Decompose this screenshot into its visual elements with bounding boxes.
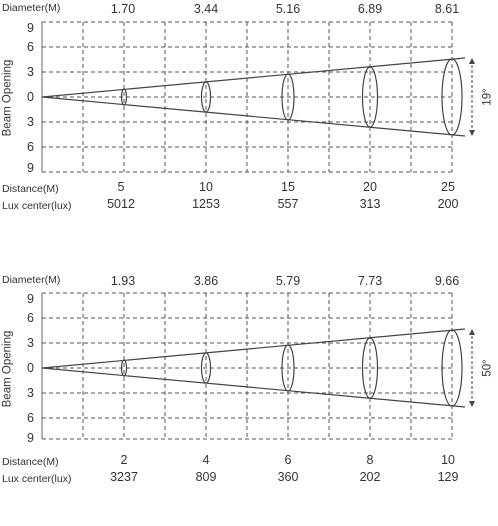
diameter-label: Diameter(M) [2, 274, 61, 286]
beam-cross-section [361, 337, 379, 399]
diameter-value: 3.86 [193, 274, 219, 288]
distance-value: 4 [202, 453, 210, 467]
angle-arrow-up-icon [469, 329, 475, 335]
distance-value: 10 [441, 453, 455, 467]
diameter-label: Diameter(M) [2, 2, 61, 14]
angle-arrow-up-icon [469, 58, 475, 64]
beam-cone-drawing [41, 292, 475, 440]
beam-cross-section [361, 66, 379, 128]
lux-value: 129 [437, 470, 459, 484]
beam-cone-drawing [41, 21, 475, 173]
distance-value: 5 [117, 180, 125, 194]
lux-value: 5012 [107, 197, 135, 211]
beam-cross-section [441, 329, 463, 407]
y-axis-title: Beam Opening [1, 330, 14, 408]
diameter-value: 5.16 [275, 2, 301, 16]
y-tick-label: 6 [27, 311, 34, 325]
y-tick-label: 9 [27, 292, 34, 306]
distance-value: 2 [120, 453, 128, 467]
y-tick-label: 0 [27, 90, 34, 104]
beam-cross-section [281, 73, 295, 121]
lux-value: 202 [359, 470, 381, 484]
distance-value: 20 [363, 180, 377, 194]
lux-center-label: Lux center(lux) [2, 200, 72, 212]
distance-label: Distance(M) [2, 183, 59, 195]
lux-center-label: Lux center(lux) [2, 473, 72, 485]
beam-edge-upper [41, 57, 466, 98]
beam-cross-section [120, 359, 128, 377]
diameter-value: 1.93 [110, 274, 136, 288]
beam-cross-section [200, 81, 212, 113]
beam-cross-section [281, 344, 295, 392]
beam-cross-section [200, 352, 212, 384]
beam-cross-section [120, 88, 128, 106]
diameter-value: 9.66 [434, 274, 460, 288]
distance-label: Distance(M) [2, 456, 59, 468]
lux-value: 313 [359, 197, 381, 211]
distance-value: 6 [284, 453, 292, 467]
lux-value: 557 [277, 197, 299, 211]
angle-arrow-down-icon [469, 401, 475, 407]
beam-angle-label: 50° [481, 359, 494, 377]
distance-value: 8 [366, 453, 374, 467]
beam-angle-label: 19° [481, 88, 494, 106]
diameter-value: 7.73 [357, 274, 383, 288]
y-tick-label: 6 [27, 40, 34, 54]
lux-value: 809 [195, 470, 217, 484]
distance-value: 25 [441, 180, 455, 194]
beam-diagram-panel-2: Diameter(M) 1.93 3.86 5.79 7.73 9.66 9 6… [0, 271, 498, 526]
distance-value: 15 [281, 180, 295, 194]
beam-edge-upper [41, 328, 466, 369]
beam-edge-lower [41, 367, 466, 408]
lux-value: 1253 [192, 197, 220, 211]
y-tick-label: 6 [27, 411, 34, 425]
lux-value: 200 [437, 197, 459, 211]
angle-arrow-down-icon [469, 130, 475, 136]
y-tick-label: 3 [27, 115, 34, 129]
y-tick-label: 3 [27, 336, 34, 350]
lux-value: 360 [277, 470, 299, 484]
distance-value: 10 [199, 180, 213, 194]
beam-diagram-panel-1: Diameter(M) 1.70 3.44 5.16 6.89 8.61 9 6… [0, 0, 498, 255]
beam-cross-section [441, 58, 463, 136]
lux-value: 3237 [110, 470, 138, 484]
beam-edge-lower [41, 96, 466, 137]
y-tick-label: 9 [27, 21, 34, 35]
y-tick-label: 3 [27, 65, 34, 79]
diameter-value: 5.79 [275, 274, 301, 288]
y-tick-label: 9 [27, 431, 34, 445]
diameter-value: 8.61 [434, 2, 460, 16]
y-tick-label: 3 [27, 386, 34, 400]
y-tick-label: 0 [27, 361, 34, 375]
y-tick-label: 6 [27, 140, 34, 154]
diameter-value: 1.70 [110, 2, 136, 16]
y-axis-title: Beam Opening [1, 59, 14, 137]
diameter-value: 6.89 [357, 2, 383, 16]
diameter-value: 3.44 [193, 2, 219, 16]
y-tick-label: 9 [27, 161, 34, 175]
